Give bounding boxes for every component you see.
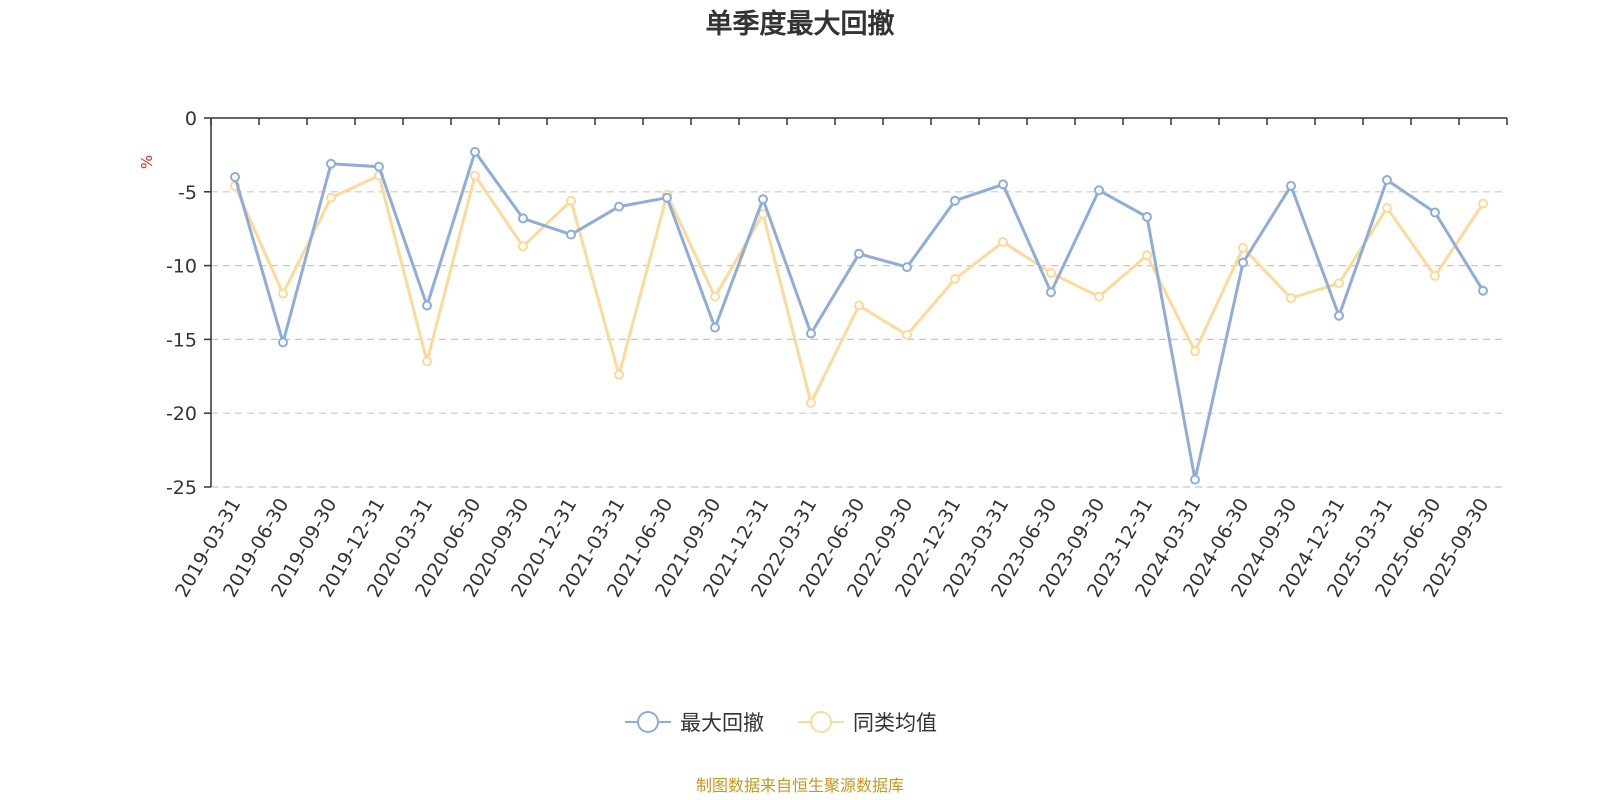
data-source-note: 制图数据来自恒生聚源数据库: [696, 776, 904, 795]
data-point[interactable]: [1190, 346, 1200, 357]
y-tick-label: -25: [166, 477, 197, 499]
data-point[interactable]: [230, 172, 240, 182]
y-tick-label: -10: [166, 256, 197, 278]
data-point[interactable]: [758, 194, 768, 205]
data-point[interactable]: [662, 192, 672, 203]
data-point[interactable]: [950, 273, 960, 284]
legend[interactable]: 最大回撤 同类均值: [625, 711, 937, 735]
data-point[interactable]: [1142, 250, 1152, 261]
data-point[interactable]: [422, 356, 432, 367]
data-point[interactable]: [1334, 278, 1344, 289]
data-point[interactable]: [854, 300, 864, 311]
data-point[interactable]: [1046, 268, 1056, 278]
series-1: [230, 146, 1488, 485]
data-point[interactable]: [902, 330, 912, 340]
data-point[interactable]: [806, 397, 816, 408]
data-point[interactable]: [1046, 287, 1056, 298]
data-point[interactable]: [950, 195, 960, 206]
chart-title: 单季度最大回撤: [706, 8, 895, 40]
data-point[interactable]: [1238, 257, 1248, 268]
legend-label: 最大回撤: [680, 711, 764, 735]
data-point[interactable]: [1094, 185, 1104, 196]
data-point[interactable]: [614, 369, 624, 380]
legend-marker-icon: [637, 711, 659, 733]
data-point[interactable]: [1382, 175, 1392, 185]
data-point[interactable]: [998, 179, 1008, 190]
data-point[interactable]: [1286, 293, 1296, 304]
data-point[interactable]: [278, 288, 288, 299]
legend-item-1[interactable]: 最大回撤: [625, 711, 764, 735]
y-tick-label: -15: [166, 329, 197, 351]
data-point[interactable]: [566, 229, 576, 240]
data-point[interactable]: [1142, 211, 1152, 222]
series: [230, 146, 1488, 485]
data-point[interactable]: [470, 146, 480, 157]
data-point[interactable]: [1286, 180, 1296, 191]
data-point[interactable]: [1238, 242, 1248, 253]
data-point[interactable]: [326, 192, 336, 203]
legend-item-2[interactable]: 同类均值: [798, 711, 937, 735]
data-point[interactable]: [374, 161, 384, 172]
data-point[interactable]: [854, 248, 864, 259]
data-point[interactable]: [614, 201, 624, 212]
data-point[interactable]: [1430, 270, 1440, 281]
y-tick-label: 0: [185, 108, 197, 130]
legend-label: 同类均值: [853, 711, 937, 735]
series-2: [230, 170, 1488, 408]
data-point[interactable]: [278, 337, 288, 348]
data-point[interactable]: [470, 170, 480, 181]
series-line: [233, 150, 1485, 482]
data-point[interactable]: [566, 195, 576, 206]
data-point[interactable]: [422, 300, 432, 311]
data-point[interactable]: [1094, 291, 1104, 302]
data-point[interactable]: [326, 158, 336, 169]
y-axis-unit: %: [138, 155, 156, 169]
data-point[interactable]: [710, 291, 720, 302]
data-point[interactable]: [518, 213, 528, 224]
data-point[interactable]: [1478, 198, 1488, 209]
data-point[interactable]: [1478, 285, 1488, 296]
data-point[interactable]: [806, 328, 816, 339]
data-point[interactable]: [902, 262, 912, 273]
data-point[interactable]: [1430, 207, 1440, 218]
data-point[interactable]: [1190, 474, 1200, 485]
y-tick-label: -20: [166, 403, 197, 425]
data-point[interactable]: [1334, 310, 1344, 321]
y-tick-label: -5: [178, 182, 197, 204]
data-point[interactable]: [518, 241, 528, 252]
data-point[interactable]: [998, 237, 1008, 247]
data-point[interactable]: [710, 322, 720, 333]
grid: [211, 191, 1507, 488]
legend-marker-icon: [810, 711, 832, 733]
data-point[interactable]: [1382, 203, 1392, 213]
